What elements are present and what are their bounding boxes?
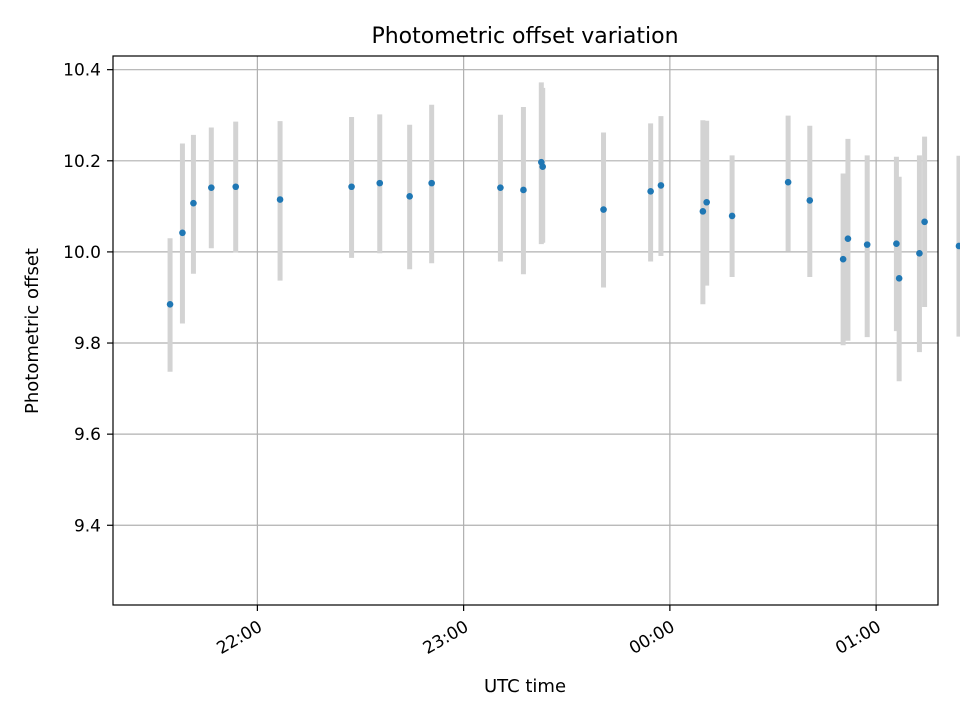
y-axis-ticks: 9.4 9.6 9.8 10.0 10.2 10.4 — [63, 61, 113, 536]
data-points — [166, 158, 960, 308]
data-point — [657, 182, 665, 189]
data-point — [600, 206, 607, 213]
data-point — [428, 179, 435, 187]
y-tick-label: 9.4 — [74, 516, 101, 536]
plot-frame — [112, 55, 939, 606]
data-point — [190, 199, 197, 207]
chart-title: Photometric offset variation — [371, 24, 678, 49]
data-point — [839, 255, 847, 263]
y-axis-label: Photometric offset — [22, 248, 43, 414]
data-point — [208, 184, 215, 191]
y-tick-label: 9.8 — [74, 334, 101, 354]
data-point — [232, 183, 240, 191]
data-point — [844, 235, 852, 242]
data-point — [703, 198, 710, 206]
data-point — [784, 178, 792, 186]
data-point — [166, 301, 174, 308]
data-point — [406, 193, 413, 200]
data-point — [863, 241, 871, 248]
data-point — [539, 163, 546, 171]
data-point — [699, 208, 707, 215]
data-point — [348, 183, 355, 191]
data-point — [179, 229, 186, 237]
data-point — [893, 240, 900, 248]
y-tick-label: 9.6 — [74, 425, 101, 445]
data-point — [520, 186, 527, 194]
data-point — [647, 188, 654, 195]
y-tick-label: 10.2 — [63, 152, 101, 172]
data-point — [376, 179, 384, 187]
data-point — [921, 218, 928, 226]
data-point — [955, 242, 960, 250]
data-point — [806, 197, 814, 204]
y-tick-label: 10.0 — [63, 243, 101, 263]
data-point — [895, 275, 903, 282]
data-point — [276, 196, 284, 203]
data-point — [497, 184, 504, 191]
data-point — [728, 212, 736, 220]
x-axis-label: UTC time — [484, 676, 566, 697]
data-point — [916, 249, 923, 257]
y-tick-label: 10.4 — [63, 61, 101, 81]
